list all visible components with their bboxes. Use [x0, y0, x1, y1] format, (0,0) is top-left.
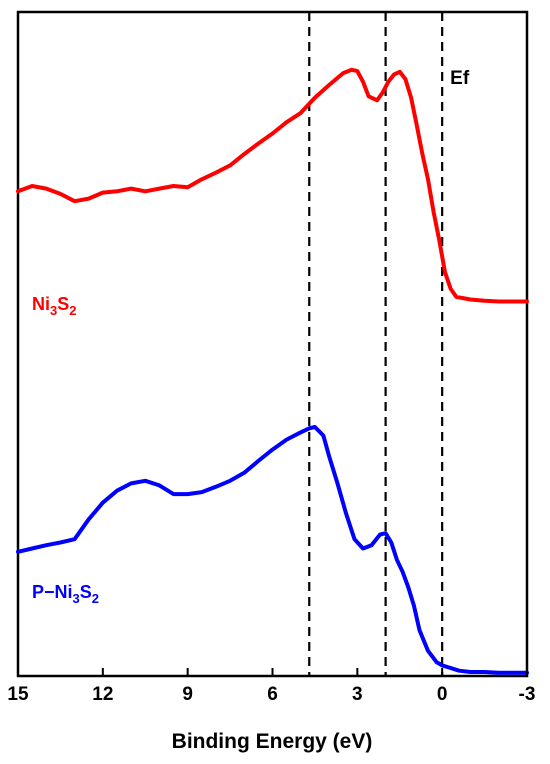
series-label-p-ni3s2: P−Ni3S2	[32, 582, 99, 606]
x-tick-label: 15	[7, 684, 29, 705]
x-tick-label: 0	[437, 684, 448, 705]
x-tick-label: 3	[352, 684, 363, 705]
series-line-0	[16, 67, 529, 304]
series-label-ni3s2: Ni3S2	[32, 294, 76, 318]
x-tick-label: -3	[519, 684, 536, 705]
x-axis-title: Binding Energy (eV)	[172, 730, 373, 753]
reference-lines	[308, 12, 444, 676]
plot-frame	[16, 10, 529, 678]
x-tick-label: 6	[267, 684, 278, 705]
annotations: Ef	[450, 68, 470, 89]
x-axis-ticks: 15 12 9 6 3 0 -3	[7, 668, 535, 705]
series-layer	[16, 67, 529, 675]
series-line-1	[16, 425, 529, 675]
fermi-level-label: Ef	[450, 68, 470, 89]
x-tick-label: 12	[92, 684, 113, 705]
x-tick-label: 9	[182, 684, 193, 705]
